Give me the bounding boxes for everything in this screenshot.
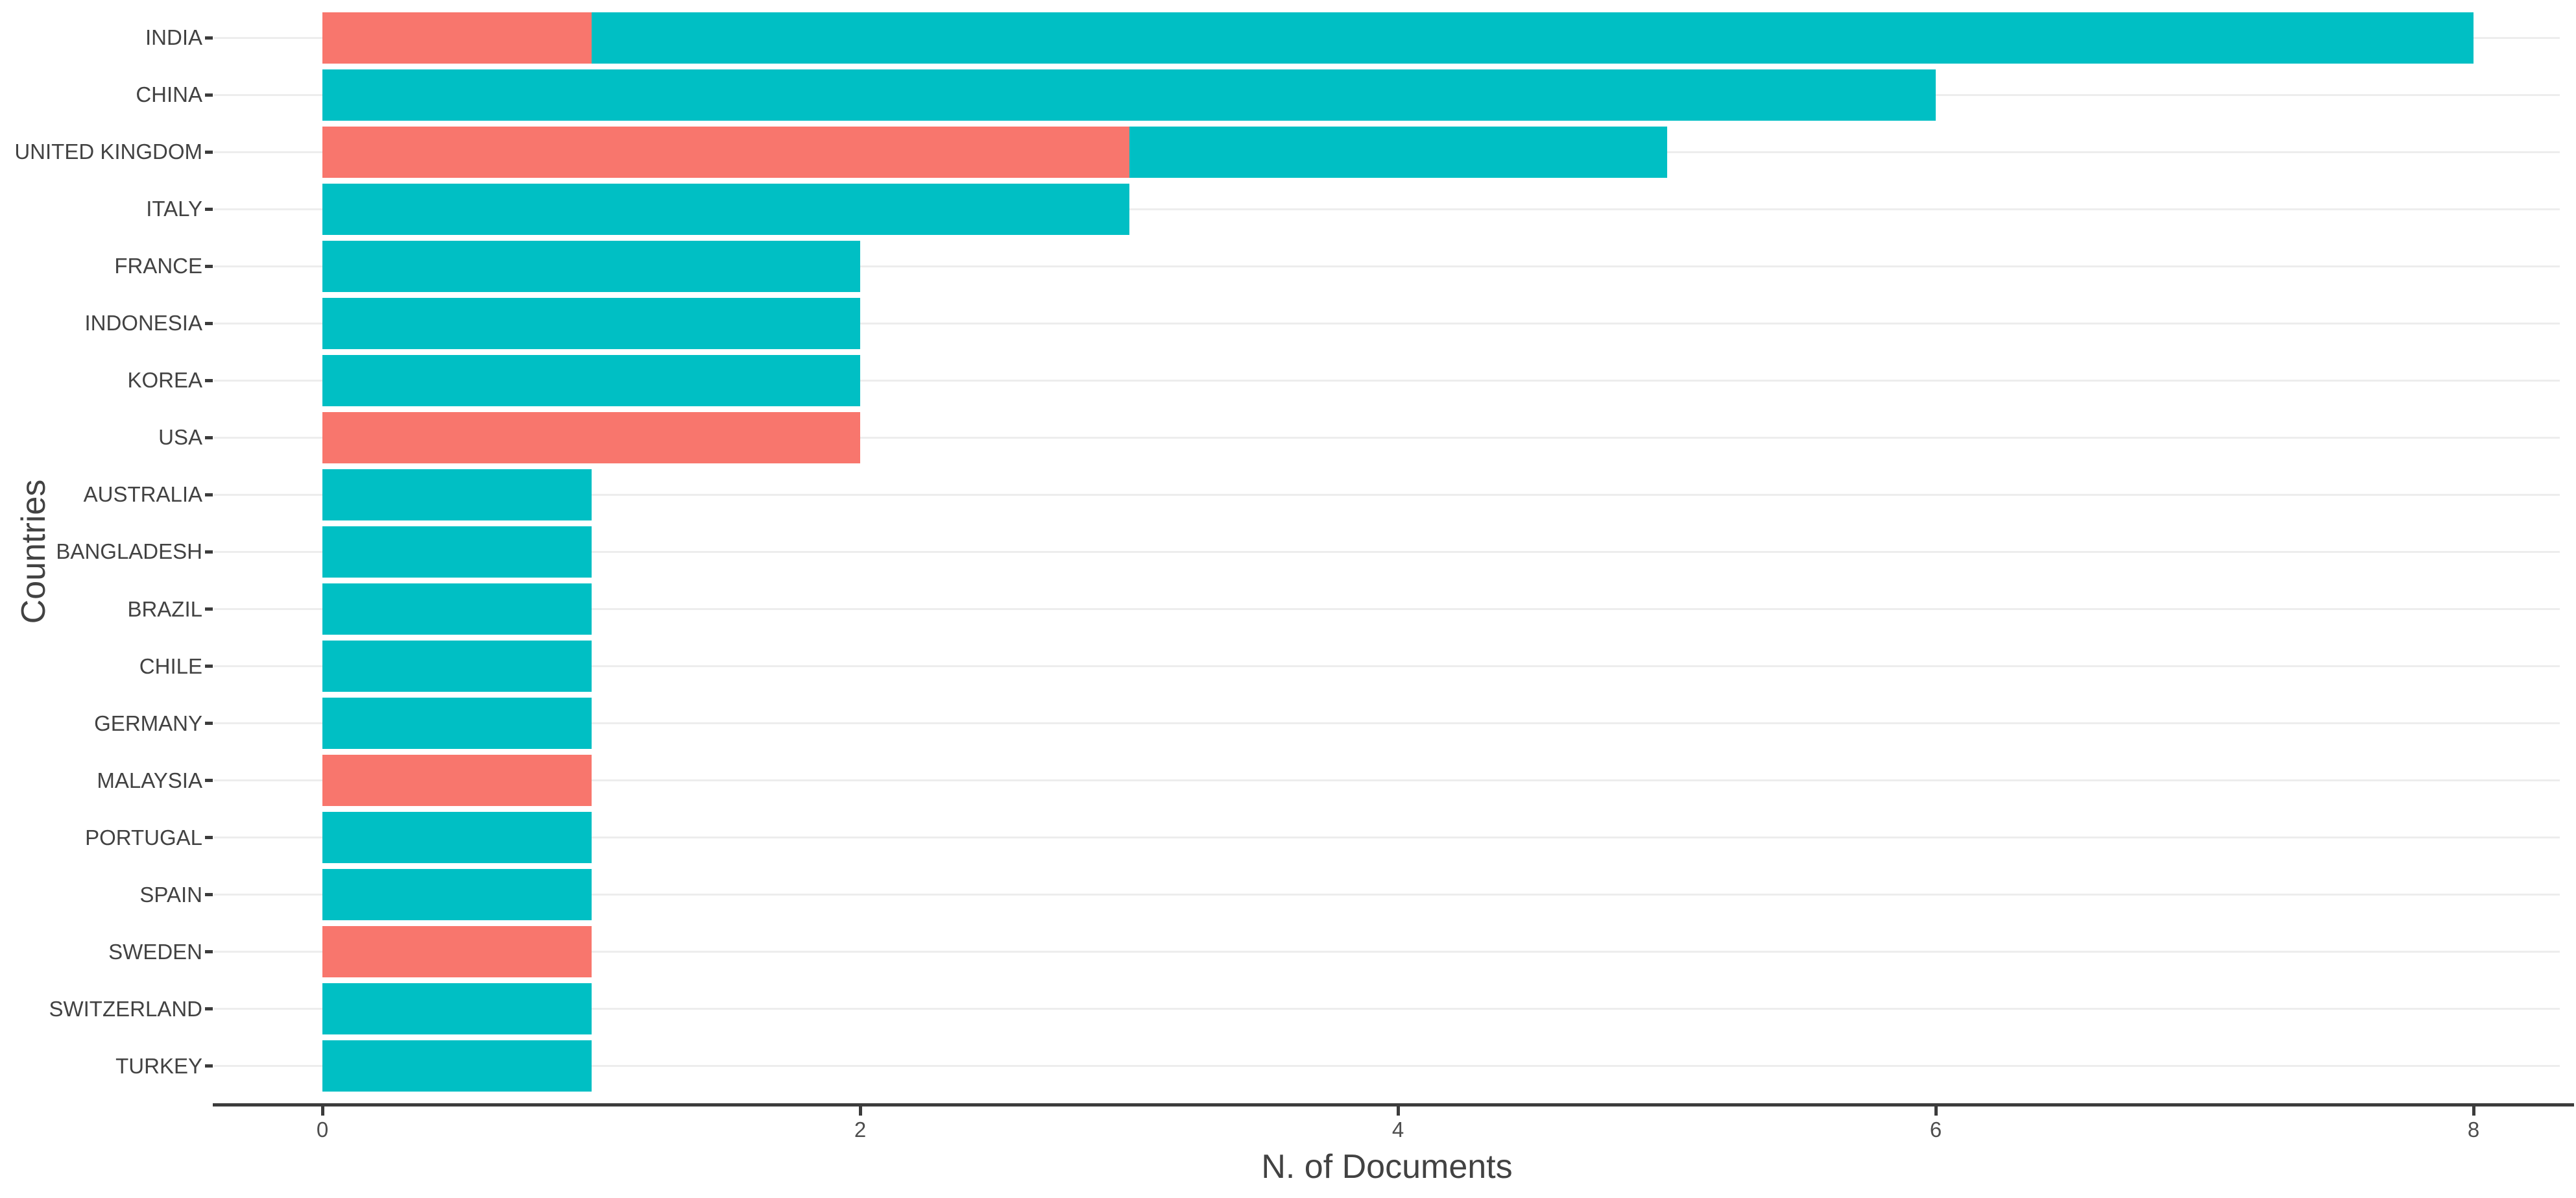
category-label: ITALY (146, 197, 202, 221)
x-axis-tick (2472, 1106, 2475, 1116)
y-axis-tick (205, 493, 213, 496)
y-axis-tick (205, 607, 213, 611)
y-axis-tick (205, 36, 213, 40)
bar-segment-teal[interactable] (1129, 126, 1667, 178)
bar-segment-red[interactable] (322, 411, 860, 463)
y-axis-tick (205, 435, 213, 439)
bar-segment-teal[interactable] (322, 240, 860, 292)
category-gridline (214, 550, 2560, 553)
y-axis-tick (205, 893, 213, 897)
category-gridline (214, 779, 2560, 782)
category-gridline (214, 322, 2560, 324)
bar-segment-teal[interactable] (322, 354, 860, 406)
bar-segment-teal[interactable] (322, 583, 592, 635)
bar-segment-teal[interactable] (322, 69, 1936, 121)
category-label: CHILE (139, 654, 202, 678)
bar-segment-teal[interactable] (322, 183, 1129, 235)
category-gridline (214, 894, 2560, 896)
category-label: FRANCE (114, 254, 202, 278)
x-axis-tick (320, 1106, 324, 1116)
bar-segment-teal[interactable] (322, 297, 860, 349)
bar-segment-teal[interactable] (322, 1040, 592, 1092)
category-label: UNITED KINGDOM (14, 140, 202, 164)
bar-segment-red[interactable] (322, 126, 1129, 178)
category-gridline (214, 493, 2560, 496)
x-axis-line (213, 1103, 2574, 1106)
category-gridline (214, 837, 2560, 839)
y-axis-tick (205, 378, 213, 382)
x-axis-tick (858, 1106, 862, 1116)
y-axis-tick (205, 150, 213, 154)
category-label: CHINA (136, 82, 202, 107)
category-label: TURKEY (115, 1053, 202, 1078)
category-gridline (214, 951, 2560, 953)
category-label: GERMANY (94, 711, 202, 735)
category-label: BRAZIL (127, 596, 202, 621)
y-axis-tick (205, 950, 213, 954)
y-axis-tick (205, 264, 213, 268)
bar-segment-red[interactable] (322, 12, 592, 64)
category-gridline (214, 722, 2560, 725)
y-axis-tick (205, 836, 213, 840)
category-label: INDONESIA (84, 311, 202, 336)
x-tick-label: 6 (1929, 1118, 1942, 1142)
y-axis-tick (205, 665, 213, 668)
category-gridline (214, 665, 2560, 668)
bar-segment-teal[interactable] (322, 983, 592, 1035)
bar-segment-teal[interactable] (591, 12, 2474, 64)
x-tick-label: 2 (854, 1118, 867, 1142)
category-gridline (214, 208, 2560, 210)
x-axis-title: N. of Documents (1261, 1148, 1513, 1186)
category-label: USA (158, 425, 202, 450)
y-axis-title: Countries (15, 479, 53, 624)
y-axis-tick (205, 779, 213, 783)
category-label: MALAYSIA (97, 768, 202, 792)
category-label: BANGLADESH (56, 539, 202, 564)
category-label: AUSTRALIA (83, 482, 202, 507)
bar-segment-teal[interactable] (322, 812, 592, 864)
category-label: SPAIN (139, 882, 202, 907)
bar-segment-teal[interactable] (322, 641, 592, 692)
x-axis-tick (1934, 1106, 1938, 1116)
x-tick-label: 4 (1391, 1118, 1404, 1142)
category-gridline (214, 265, 2560, 267)
category-gridline (214, 1065, 2560, 1068)
x-axis-tick (1396, 1106, 1400, 1116)
y-axis-tick (205, 1064, 213, 1068)
category-label: KOREA (127, 368, 202, 393)
bar-segment-teal[interactable] (322, 469, 592, 520)
y-axis-tick (205, 722, 213, 726)
category-gridline (214, 436, 2560, 439)
category-gridline (214, 379, 2560, 382)
bar-segment-teal[interactable] (322, 698, 592, 750)
category-label: SWEDEN (108, 939, 202, 964)
bar-segment-red[interactable] (322, 755, 592, 807)
y-axis-tick (205, 1007, 213, 1011)
category-label: PORTUGAL (85, 825, 202, 850)
y-axis-tick (205, 550, 213, 554)
category-gridline (214, 1008, 2560, 1010)
category-label: SWITZERLAND (49, 996, 202, 1021)
x-tick-label: 0 (316, 1118, 329, 1142)
y-axis-tick (205, 207, 213, 211)
y-axis-tick (205, 93, 213, 97)
bar-segment-teal[interactable] (322, 526, 592, 578)
category-gridline (214, 608, 2560, 611)
category-label: INDIA (145, 25, 202, 50)
bar-segment-teal[interactable] (322, 869, 592, 921)
x-tick-label: 8 (2467, 1118, 2480, 1142)
y-axis-tick (205, 321, 213, 325)
bar-segment-red[interactable] (322, 926, 592, 978)
